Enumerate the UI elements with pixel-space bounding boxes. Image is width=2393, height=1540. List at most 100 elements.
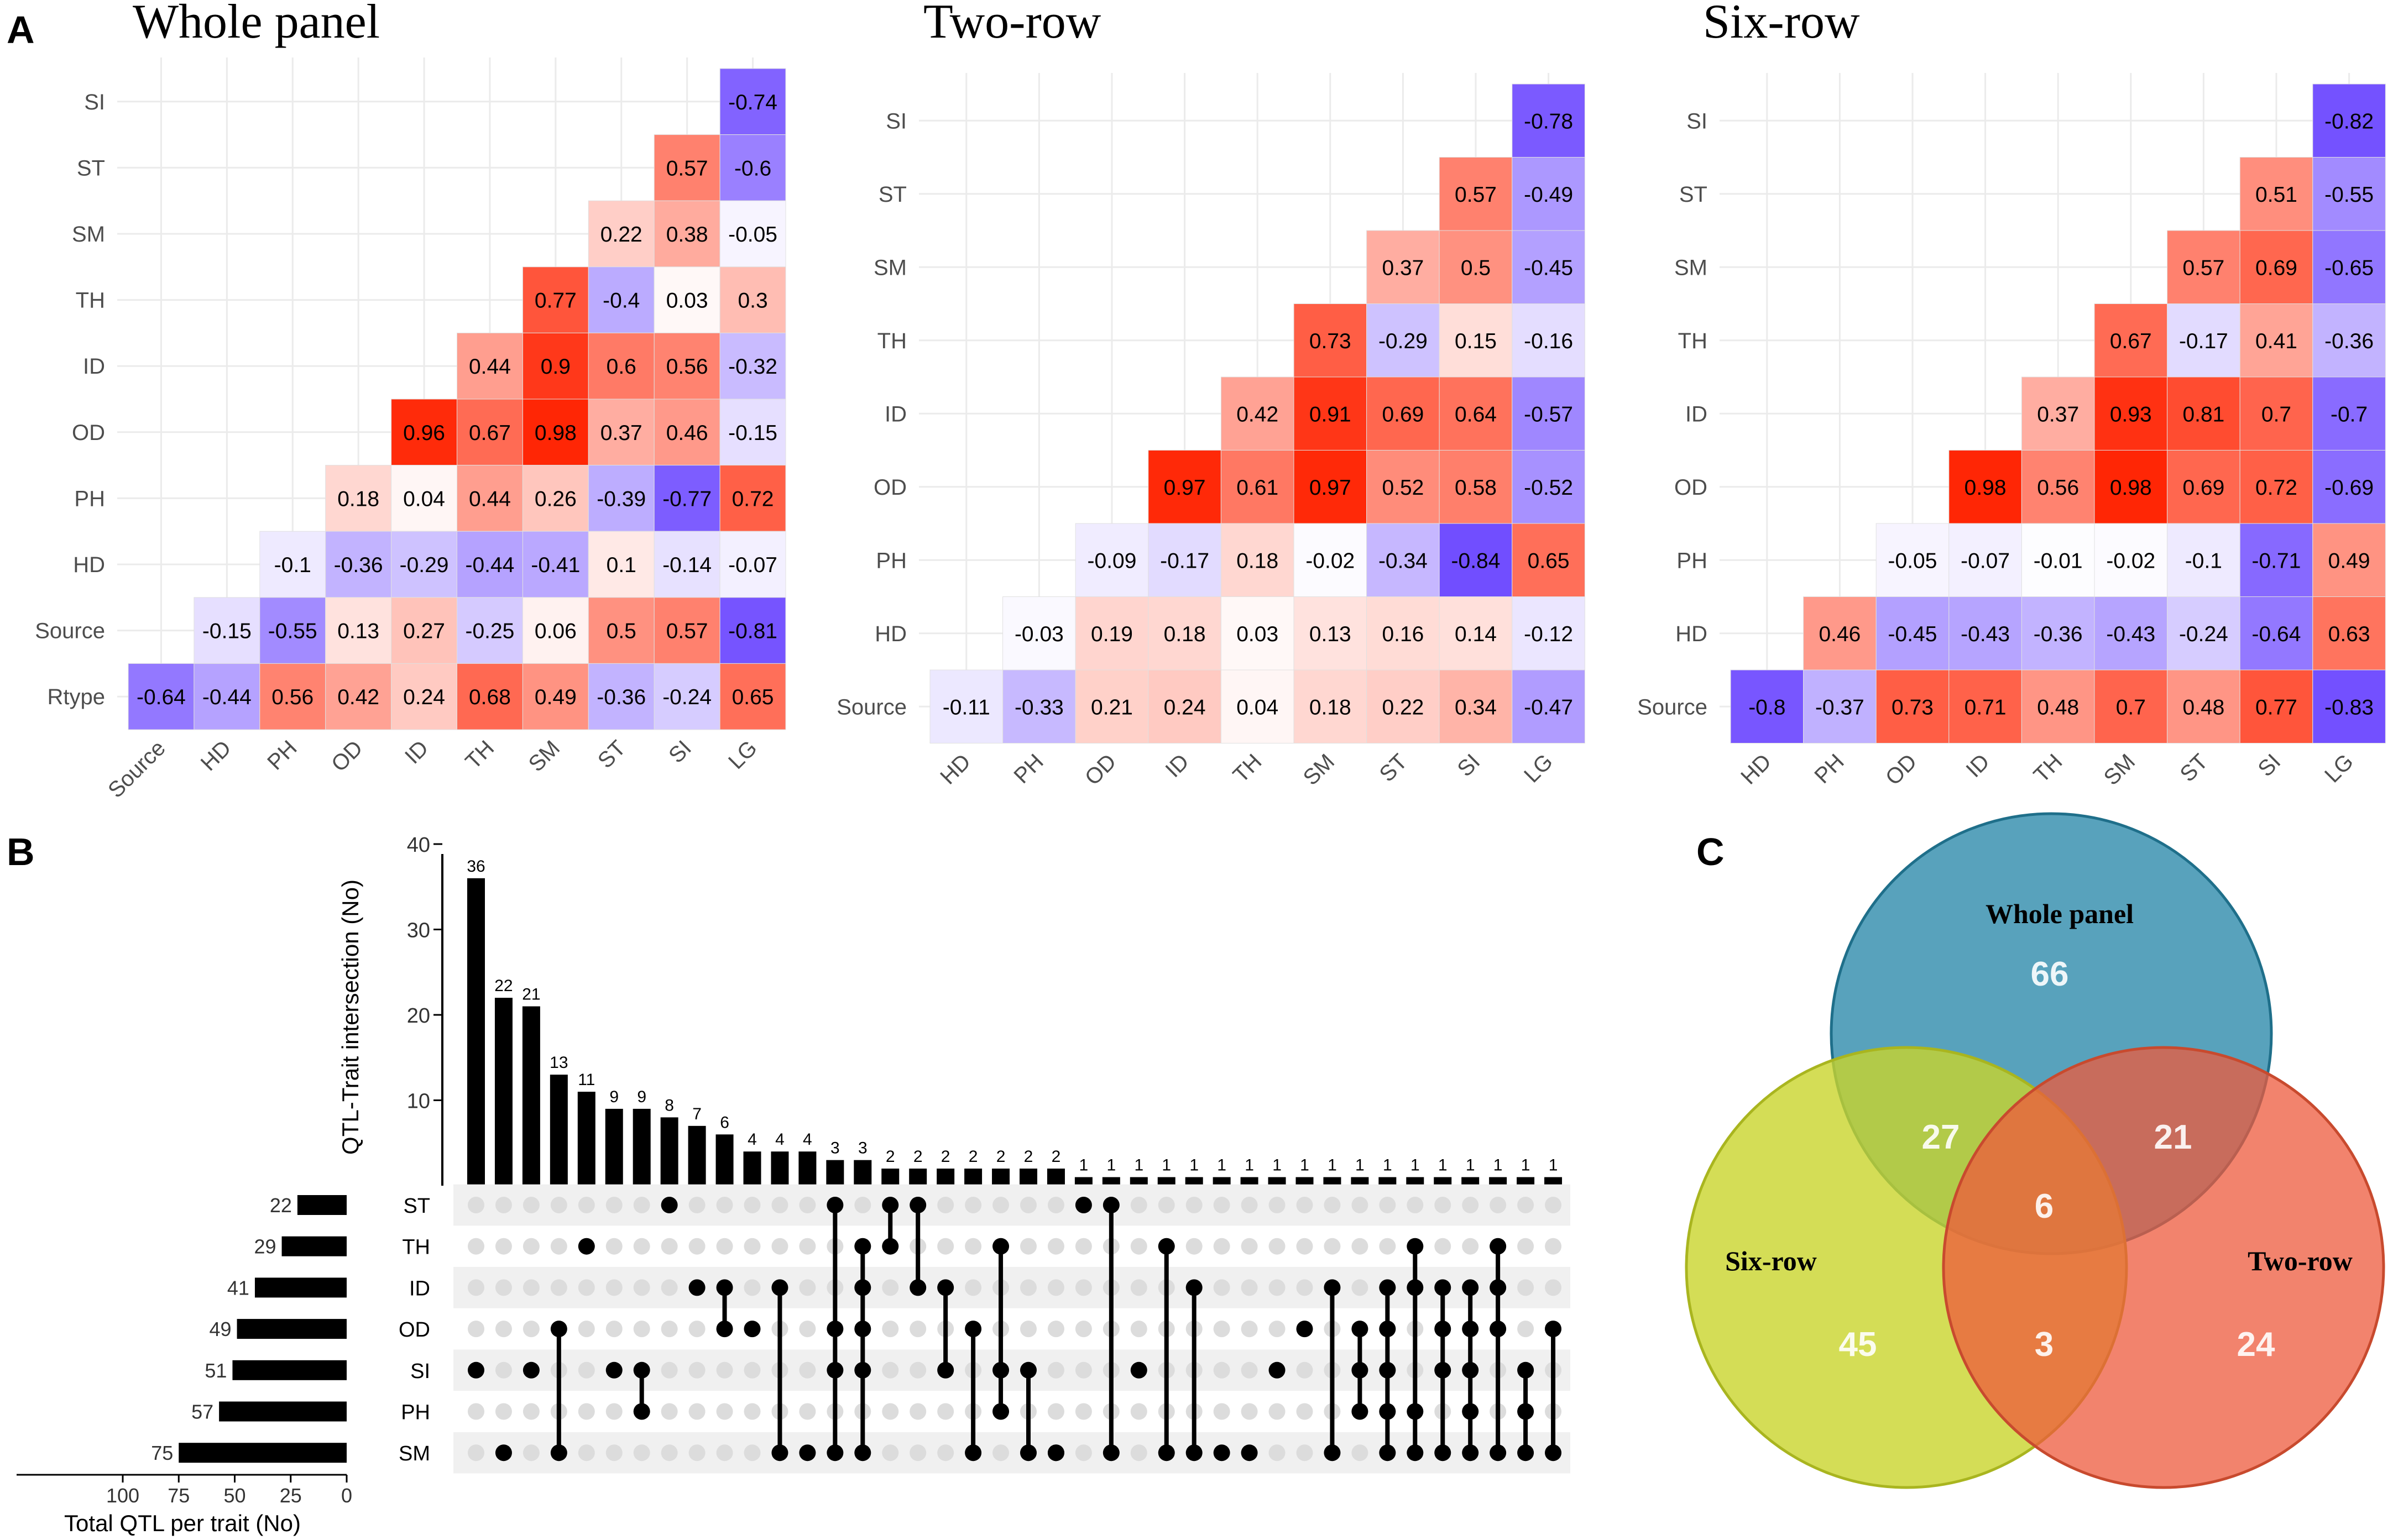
cell-value: 0.97 <box>1164 476 1206 500</box>
cell-value: -0.17 <box>2179 329 2228 353</box>
cell-value: -0.84 <box>1451 549 1501 573</box>
bar-value-label: 1 <box>1355 1156 1365 1175</box>
heatmap-cell <box>2094 303 2168 378</box>
matrix-dot-filled <box>992 1403 1010 1420</box>
bar-value-label: 4 <box>775 1130 785 1149</box>
cell-value: 0.22 <box>1382 695 1424 719</box>
heatmap-cell <box>1439 450 1513 524</box>
matrix-dot-empty <box>661 1238 678 1255</box>
cell-value: 0.97 <box>1309 476 1351 500</box>
cell-value: -0.36 <box>2324 329 2374 353</box>
heatmap-cell <box>654 266 720 333</box>
intersection-bar <box>522 1006 540 1186</box>
heatmap-cell <box>1512 669 1585 743</box>
matrix-dot-empty <box>1241 1238 1258 1255</box>
cell-value: 0.98 <box>535 421 577 445</box>
cell-value: 0.58 <box>1455 476 1497 500</box>
heatmap-cell <box>1366 669 1440 743</box>
col-label: Source <box>103 736 170 803</box>
row-label: SI <box>1686 109 1707 133</box>
matrix-dot-empty <box>965 1279 982 1296</box>
set-label: SI <box>410 1360 430 1383</box>
cell-value: -0.7 <box>2331 402 2368 426</box>
matrix-dot-empty <box>1075 1238 1092 1255</box>
set-size-label: 57 <box>191 1401 213 1423</box>
intersection-bar <box>550 1075 568 1186</box>
matrix-dot-filled <box>495 1444 512 1462</box>
set-size-bar <box>281 1236 347 1256</box>
matrix-dot-filled <box>1075 1197 1092 1213</box>
col-label: SM <box>1299 750 1340 790</box>
cell-value: -0.78 <box>1524 109 1573 133</box>
matrix-dot-filled <box>1490 1238 1507 1255</box>
matrix-dot-empty <box>495 1279 512 1296</box>
cell-value: 0.18 <box>1309 695 1351 719</box>
set-size-tick-label: 0 <box>341 1484 352 1507</box>
bar-value-label: 1 <box>1438 1156 1448 1175</box>
venn-set-label: Six-row <box>1725 1245 1817 1276</box>
row-label: SI <box>84 90 105 114</box>
bar-value-label: 1 <box>1245 1156 1254 1175</box>
heatmap-cell <box>2239 303 2313 378</box>
heatmap-cell <box>2312 376 2386 451</box>
matrix-dot-empty <box>1324 1238 1341 1255</box>
matrix-dot-empty <box>1268 1403 1286 1420</box>
intersection-bar <box>467 878 485 1186</box>
heatmap-cell <box>1948 523 2022 597</box>
cell-value: -0.44 <box>202 685 252 709</box>
matrix-dot-empty <box>661 1361 678 1379</box>
cell-value: -0.15 <box>202 620 252 643</box>
cell-value: 0.69 <box>2255 256 2297 280</box>
intersection-bar <box>715 1134 734 1186</box>
row-label: HD <box>875 622 907 646</box>
cell-value: -0.41 <box>531 553 580 577</box>
matrix-dot-filled <box>1324 1279 1341 1296</box>
cell-value: 0.56 <box>666 355 708 379</box>
set-label: ID <box>409 1277 430 1300</box>
matrix-dot-empty <box>882 1444 899 1462</box>
cell-value: 0.91 <box>1309 402 1351 426</box>
matrix-dot-filled <box>854 1321 871 1338</box>
cell-value: -0.55 <box>2324 183 2374 207</box>
cell-value: 0.57 <box>2182 256 2224 280</box>
venn-region-count: 24 <box>2237 1326 2275 1364</box>
heatmap-cell <box>391 531 457 598</box>
cell-value: -0.15 <box>728 421 777 445</box>
heatmap-cell <box>457 663 523 730</box>
cell-value: 0.98 <box>1964 476 2007 500</box>
matrix-dot-empty <box>661 1321 678 1338</box>
cell-value: -0.37 <box>1815 695 1864 719</box>
col-label: HD <box>936 750 975 789</box>
matrix-dot-filled <box>1351 1321 1368 1338</box>
col-label: SI <box>664 736 696 768</box>
heatmap-cell <box>1002 669 1076 743</box>
intersection-bar <box>937 1169 955 1186</box>
venn-region-count: 45 <box>1839 1326 1877 1364</box>
panel-letter-b: B <box>7 830 35 873</box>
cell-value: -0.36 <box>597 685 646 709</box>
matrix-dot-empty <box>716 1444 733 1462</box>
heatmap-cell <box>654 597 720 664</box>
matrix-dot-filled <box>1351 1403 1368 1420</box>
bar-value-label: 2 <box>941 1148 950 1166</box>
matrix-dot-empty <box>799 1279 816 1296</box>
matrix-dot-empty <box>1545 1197 1562 1213</box>
col-label: LG <box>724 736 762 774</box>
matrix-dot-empty <box>910 1444 927 1462</box>
matrix-dot-filled <box>1462 1403 1479 1420</box>
intersection-bar <box>633 1108 651 1186</box>
matrix-dot-filled <box>1462 1361 1479 1379</box>
matrix-dot-empty <box>1296 1361 1313 1379</box>
set-label: ST <box>403 1195 430 1218</box>
matrix-dot-filled <box>605 1361 623 1379</box>
cell-value: 0.19 <box>1091 622 1133 646</box>
cell-value: 0.67 <box>2110 329 2152 353</box>
heatmap-cell <box>2167 303 2240 378</box>
venn-region-count: 6 <box>2035 1187 2054 1225</box>
cell-value: 0.48 <box>2037 695 2079 719</box>
matrix-dot-empty <box>1241 1279 1258 1296</box>
cell-value: 0.13 <box>1309 622 1351 646</box>
matrix-dot-empty <box>1241 1197 1258 1213</box>
heatmap-cell <box>2312 230 2386 304</box>
matrix-dot-empty <box>937 1444 954 1462</box>
